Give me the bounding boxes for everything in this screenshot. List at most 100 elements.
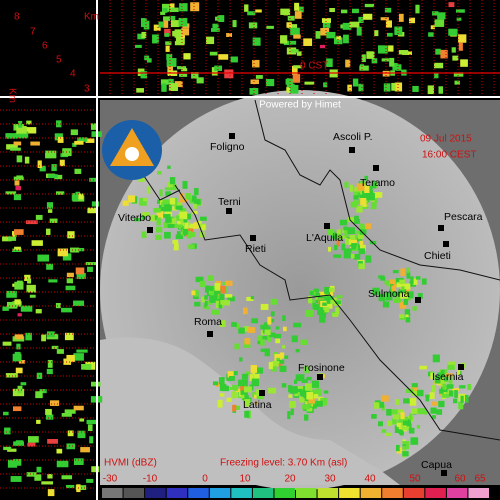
- colorbar-cell: [209, 488, 231, 498]
- echo: [242, 307, 248, 315]
- echo: [161, 83, 167, 92]
- echo: [459, 385, 466, 389]
- echo: [368, 190, 374, 196]
- echo: [417, 408, 426, 415]
- echo: [233, 371, 238, 376]
- echo: [341, 243, 346, 251]
- echo: [383, 83, 391, 92]
- echo: [244, 399, 251, 407]
- echo: [379, 401, 384, 408]
- echo: [315, 295, 320, 300]
- echo: [193, 203, 197, 209]
- echo: [327, 229, 335, 236]
- echo: [3, 411, 9, 416]
- echo: [247, 11, 256, 16]
- echo: [313, 304, 320, 311]
- echo: [324, 296, 330, 300]
- city-marker: [147, 227, 153, 233]
- echo: [311, 380, 319, 388]
- echo: [399, 279, 406, 285]
- echo: [453, 398, 458, 404]
- echo: [246, 296, 254, 302]
- echo: [162, 199, 171, 204]
- echo: [270, 298, 278, 305]
- echo: [212, 381, 219, 386]
- echo: [398, 13, 404, 22]
- echo: [245, 371, 251, 376]
- echo: [64, 332, 74, 341]
- city-marker: [207, 331, 213, 337]
- echo: [336, 295, 343, 299]
- echo: [70, 247, 80, 253]
- echo: [299, 391, 303, 396]
- echo: [300, 339, 308, 345]
- echo: [411, 408, 418, 414]
- echo: [169, 177, 176, 185]
- echo: [170, 20, 180, 28]
- echo: [406, 291, 414, 299]
- echo: [5, 373, 18, 378]
- echo: [71, 193, 79, 201]
- echo: [402, 441, 410, 448]
- echo: [398, 429, 404, 434]
- echo: [400, 291, 409, 299]
- echo: [293, 65, 303, 69]
- time: 16:00 CEST: [422, 150, 476, 161]
- echo: [194, 188, 199, 196]
- echo: [46, 368, 53, 375]
- echo: [191, 290, 196, 296]
- echo: [35, 309, 42, 314]
- echo: [425, 395, 430, 402]
- echo: [333, 254, 342, 258]
- echo: [382, 70, 390, 77]
- echo: [334, 244, 338, 251]
- echo: [260, 330, 265, 336]
- echo: [343, 251, 351, 259]
- echo: [171, 218, 177, 224]
- city-marker: [259, 390, 265, 396]
- echo: [255, 75, 263, 79]
- echo: [325, 302, 333, 309]
- echo: [81, 363, 92, 370]
- echoes: [2, 2, 472, 497]
- echo: [251, 378, 260, 387]
- echo: [47, 474, 53, 479]
- echo: [238, 327, 245, 334]
- echo: [224, 294, 233, 298]
- echo: [301, 379, 308, 383]
- echo: [37, 254, 50, 262]
- echo: [74, 193, 84, 200]
- echo: [435, 48, 441, 55]
- echo: [371, 414, 377, 419]
- echo: [80, 447, 90, 453]
- echo: [65, 285, 76, 291]
- city-label: Pescara: [444, 211, 483, 223]
- city-marker: [250, 235, 256, 241]
- echo: [405, 297, 411, 301]
- echo: [46, 263, 54, 270]
- echo: [315, 31, 321, 39]
- echo: [226, 397, 232, 402]
- echo: [75, 267, 85, 275]
- echo: [448, 2, 455, 8]
- echo: [190, 2, 200, 12]
- echo: [358, 83, 364, 92]
- echo: [289, 401, 296, 408]
- echo: [392, 62, 398, 71]
- echo: [222, 300, 231, 306]
- echo: [366, 51, 375, 59]
- echo: [229, 386, 236, 390]
- echo: [165, 41, 172, 45]
- echo: [275, 326, 280, 330]
- echo: [412, 85, 419, 92]
- echo: [277, 359, 285, 364]
- echo: [218, 377, 225, 385]
- echo: [408, 17, 416, 24]
- echo: [290, 84, 299, 94]
- echo: [319, 315, 326, 323]
- echo: [56, 460, 69, 468]
- echo: [415, 4, 420, 14]
- echo: [137, 33, 145, 40]
- echo: [264, 348, 271, 357]
- echo: [428, 32, 434, 37]
